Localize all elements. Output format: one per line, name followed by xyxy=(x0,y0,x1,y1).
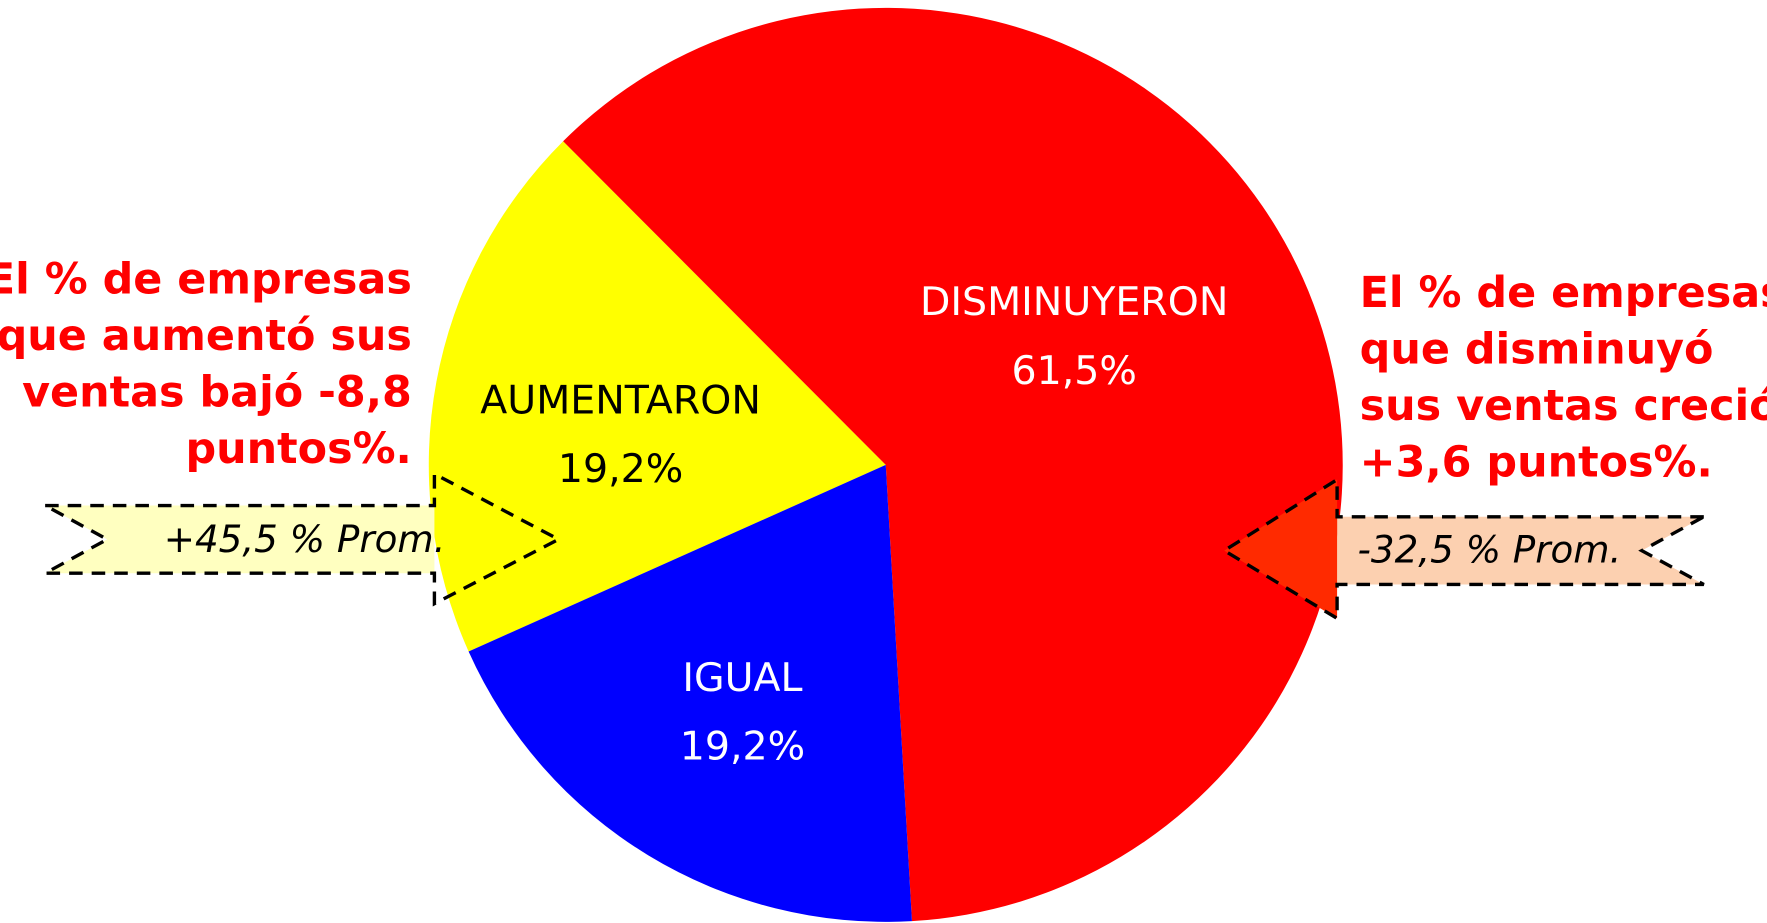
annotation-line: El % de empresas xyxy=(1360,268,1767,318)
slice-label: AUMENTARON xyxy=(480,377,761,423)
annotation-line: puntos%. xyxy=(185,424,411,474)
slice-value: 61,5% xyxy=(1011,348,1136,394)
callout-text: -32,5 % Prom. xyxy=(1357,527,1621,571)
pie-slice xyxy=(563,7,1343,922)
pie-slice xyxy=(468,464,912,922)
annotation-line: que aumentó sus xyxy=(0,311,412,361)
slice-value: 19,2% xyxy=(680,724,805,770)
callout-text: +45,5 % Prom. xyxy=(164,517,446,561)
slice-label: DISMINUYERON xyxy=(920,279,1228,325)
annotation-line: sus ventas creció xyxy=(1360,381,1767,431)
callout-right xyxy=(1221,476,1705,622)
pie xyxy=(428,7,1343,922)
slice-label: IGUAL xyxy=(682,655,802,701)
pie-slice xyxy=(428,141,886,652)
annotation-line: +3,6 puntos%. xyxy=(1360,437,1713,487)
callout-arrow xyxy=(1224,479,1338,619)
slice-value: 19,2% xyxy=(558,446,683,492)
annotation-line: El % de empresas xyxy=(0,255,412,305)
annotation-line: ventas bajó -8,8 xyxy=(22,367,412,417)
annotation-line: que disminuyó xyxy=(1360,325,1714,375)
callout-fill xyxy=(45,505,435,574)
callout-fill xyxy=(1337,516,1704,585)
callout-left xyxy=(44,471,563,607)
